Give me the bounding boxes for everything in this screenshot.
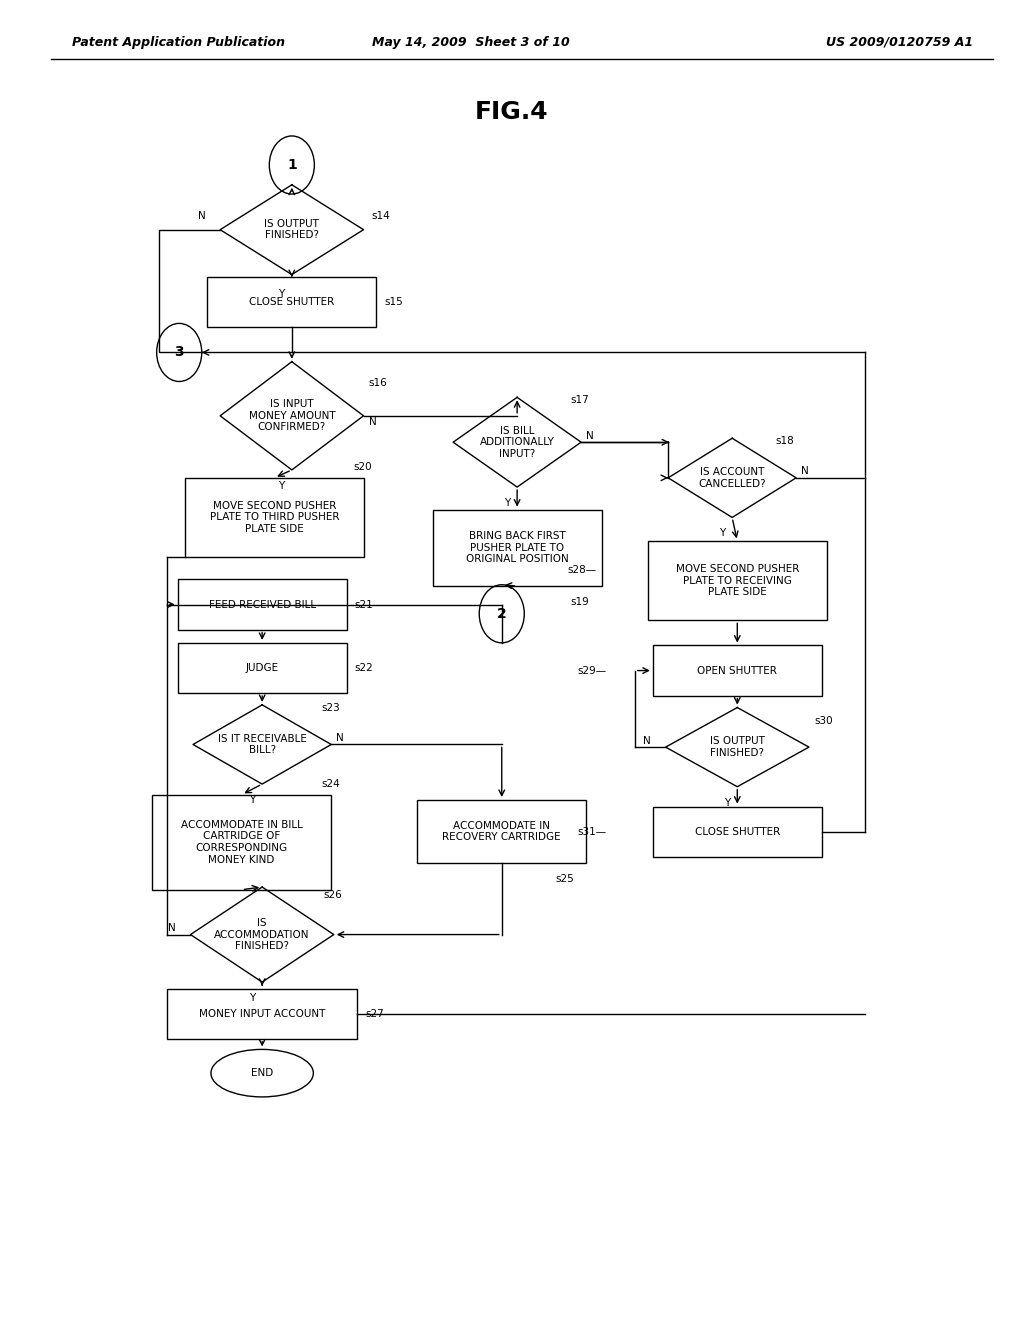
Text: N: N	[586, 430, 594, 441]
Text: May 14, 2009  Sheet 3 of 10: May 14, 2009 Sheet 3 of 10	[372, 36, 570, 49]
Bar	[432, 510, 602, 586]
Text: s23: s23	[322, 702, 340, 713]
Text: IS IT RECEIVABLE
BILL?: IS IT RECEIVABLE BILL?	[218, 734, 306, 755]
Text: s24: s24	[322, 779, 340, 789]
Bar	[653, 645, 821, 696]
Text: N: N	[168, 923, 176, 933]
Text: Y: Y	[249, 993, 255, 1003]
Text: s14: s14	[372, 211, 390, 222]
Text: IS BILL
ADDITIONALLY
INPUT?: IS BILL ADDITIONALLY INPUT?	[479, 425, 555, 459]
Bar	[152, 795, 332, 890]
Text: N: N	[336, 733, 344, 743]
Text: s26: s26	[324, 890, 342, 900]
Text: MONEY INPUT ACCOUNT: MONEY INPUT ACCOUNT	[199, 1008, 326, 1019]
Text: N: N	[643, 735, 651, 746]
Bar	[418, 800, 586, 863]
Text: FEED RECEIVED BILL: FEED RECEIVED BILL	[209, 599, 315, 610]
Text: 3: 3	[174, 346, 184, 359]
Text: IS ACCOUNT
CANCELLED?: IS ACCOUNT CANCELLED?	[698, 467, 766, 488]
Text: US 2009/0120759 A1: US 2009/0120759 A1	[825, 36, 973, 49]
Text: JUDGE: JUDGE	[246, 663, 279, 673]
Text: OPEN SHUTTER: OPEN SHUTTER	[697, 665, 777, 676]
Text: ACCOMMODATE IN BILL
CARTRIDGE OF
CORRESPONDING
MONEY KIND: ACCOMMODATE IN BILL CARTRIDGE OF CORRESP…	[180, 820, 303, 865]
Text: Y: Y	[719, 528, 725, 539]
Bar	[207, 277, 376, 327]
Text: s30: s30	[814, 715, 833, 726]
Text: MOVE SECOND PUSHER
PLATE TO RECEIVING
PLATE SIDE: MOVE SECOND PUSHER PLATE TO RECEIVING PL…	[676, 564, 799, 598]
Bar	[185, 478, 365, 557]
Text: s25: s25	[555, 874, 574, 884]
Bar	[178, 579, 346, 630]
Text: s27: s27	[366, 1008, 384, 1019]
Text: s20: s20	[354, 462, 373, 473]
Text: Y: Y	[279, 289, 285, 300]
Text: s22: s22	[355, 663, 374, 673]
Text: FIG.4: FIG.4	[475, 100, 549, 124]
Text: 2: 2	[497, 607, 507, 620]
Text: N: N	[369, 417, 377, 428]
Text: IS OUTPUT
FINISHED?: IS OUTPUT FINISHED?	[264, 219, 319, 240]
Bar	[647, 541, 826, 620]
Text: CLOSE SHUTTER: CLOSE SHUTTER	[694, 826, 780, 837]
Bar	[168, 989, 357, 1039]
Text: s29—: s29—	[578, 665, 606, 676]
Bar	[178, 643, 346, 693]
Text: 1: 1	[287, 158, 297, 172]
Text: Y: Y	[504, 498, 510, 508]
Text: s31—: s31—	[578, 826, 606, 837]
Text: s16: s16	[369, 378, 387, 388]
Text: IS OUTPUT
FINISHED?: IS OUTPUT FINISHED?	[710, 737, 765, 758]
Text: s19: s19	[571, 597, 590, 607]
Text: IS
ACCOMMODATION
FINISHED?: IS ACCOMMODATION FINISHED?	[214, 917, 310, 952]
Text: ACCOMMODATE IN
RECOVERY CARTRIDGE: ACCOMMODATE IN RECOVERY CARTRIDGE	[442, 821, 561, 842]
Text: Patent Application Publication: Patent Application Publication	[72, 36, 285, 49]
Text: IS INPUT
MONEY AMOUNT
CONFIRMED?: IS INPUT MONEY AMOUNT CONFIRMED?	[249, 399, 335, 433]
Text: END: END	[251, 1068, 273, 1078]
Text: s28—: s28—	[567, 565, 596, 576]
Text: Y: Y	[724, 797, 730, 808]
Text: Y: Y	[249, 795, 255, 805]
Text: s21: s21	[355, 599, 374, 610]
Text: N: N	[198, 211, 206, 222]
Text: CLOSE SHUTTER: CLOSE SHUTTER	[249, 297, 335, 308]
Text: N: N	[801, 466, 809, 477]
Text: s15: s15	[385, 297, 403, 308]
Text: Y: Y	[279, 480, 285, 491]
Bar	[653, 807, 821, 857]
Text: s17: s17	[571, 395, 590, 405]
Text: MOVE SECOND PUSHER
PLATE TO THIRD PUSHER
PLATE SIDE: MOVE SECOND PUSHER PLATE TO THIRD PUSHER…	[210, 500, 339, 535]
Text: BRING BACK FIRST
PUSHER PLATE TO
ORIGINAL POSITION: BRING BACK FIRST PUSHER PLATE TO ORIGINA…	[466, 531, 568, 565]
Text: s18: s18	[776, 436, 795, 446]
